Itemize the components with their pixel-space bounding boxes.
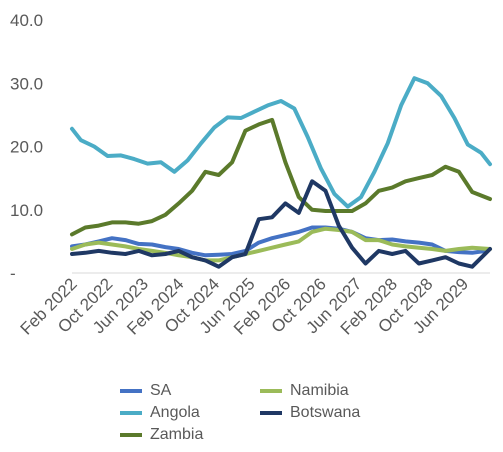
legend-swatch-botswana: [260, 411, 282, 415]
legend-label-angola: Angola: [150, 404, 200, 421]
y-tick-label: 40.0: [10, 11, 43, 30]
legend-item-botswana: Botswana: [260, 404, 360, 422]
legend-item-angola: Angola: [120, 404, 200, 422]
legend-item-namibia: Namibia: [260, 382, 349, 400]
series-lines: [70, 76, 492, 269]
legend-swatch-sa: [120, 389, 142, 393]
y-tick-label: 20.0: [10, 138, 43, 157]
legend: SA Namibia Angola Botswana Zambia: [120, 382, 420, 448]
series-line-angola: [70, 76, 492, 209]
legend-label-botswana: Botswana: [290, 404, 361, 421]
y-tick-label: 30.0: [10, 74, 43, 93]
series-line-namibia: [70, 226, 492, 263]
legend-label-namibia: Namibia: [290, 382, 349, 399]
legend-item-zambia: Zambia: [120, 426, 203, 444]
legend-swatch-zambia: [120, 433, 142, 437]
series-line-botswana: [70, 179, 492, 269]
legend-swatch-angola: [120, 411, 142, 415]
legend-item-sa: SA: [120, 382, 171, 400]
legend-label-sa: SA: [150, 382, 172, 399]
y-tick-label: 10.0: [10, 201, 43, 220]
legend-label-zambia: Zambia: [150, 426, 204, 443]
y-axis: - 10.0 20.0 30.0 40.0: [10, 11, 43, 283]
legend-swatch-namibia: [260, 389, 282, 393]
series-line-sa: [70, 225, 488, 258]
y-tick-label: -: [10, 264, 16, 283]
series-line-zambia: [70, 117, 492, 237]
